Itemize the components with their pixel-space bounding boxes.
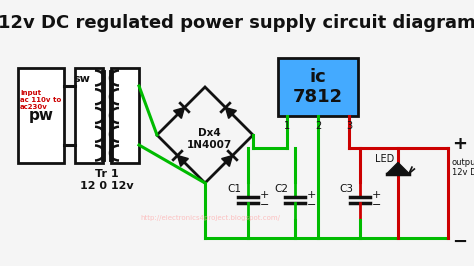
Text: sw: sw (73, 74, 90, 84)
Bar (18, 68, 64, 163)
Text: +: + (260, 190, 269, 200)
Text: −: − (372, 200, 382, 210)
Polygon shape (173, 107, 184, 118)
Polygon shape (177, 156, 188, 167)
Text: pw: pw (28, 108, 54, 123)
Text: Tr 1
12 0 12v: Tr 1 12 0 12v (80, 169, 134, 191)
Bar (278, 58, 358, 116)
Text: C3: C3 (339, 184, 353, 194)
Text: −: − (260, 200, 269, 210)
Text: −: − (307, 200, 316, 210)
Text: C1: C1 (227, 184, 241, 194)
Text: 1: 1 (284, 121, 290, 131)
Bar (111, 68, 139, 163)
Text: http://electronics4project.blogspot.com/: http://electronics4project.blogspot.com/ (140, 215, 280, 221)
Polygon shape (387, 163, 409, 173)
Polygon shape (222, 156, 233, 167)
Text: C2: C2 (274, 184, 288, 194)
Text: 2: 2 (315, 121, 321, 131)
Text: Dx4
1N4007: Dx4 1N4007 (186, 128, 232, 150)
Text: −: − (452, 233, 467, 251)
Text: input
ac 110v to
ac230v: input ac 110v to ac230v (20, 90, 61, 110)
Bar (75, 68, 103, 163)
Text: LED: LED (375, 154, 394, 164)
Text: +: + (452, 135, 467, 153)
Text: output
12v DC: output 12v DC (452, 158, 474, 177)
Text: 3: 3 (346, 121, 352, 131)
Text: +: + (307, 190, 316, 200)
Text: 12v DC regulated power supply circuit diagram: 12v DC regulated power supply circuit di… (0, 14, 474, 32)
Text: +: + (372, 190, 382, 200)
Polygon shape (226, 107, 237, 118)
Text: ic
7812: ic 7812 (293, 68, 343, 106)
